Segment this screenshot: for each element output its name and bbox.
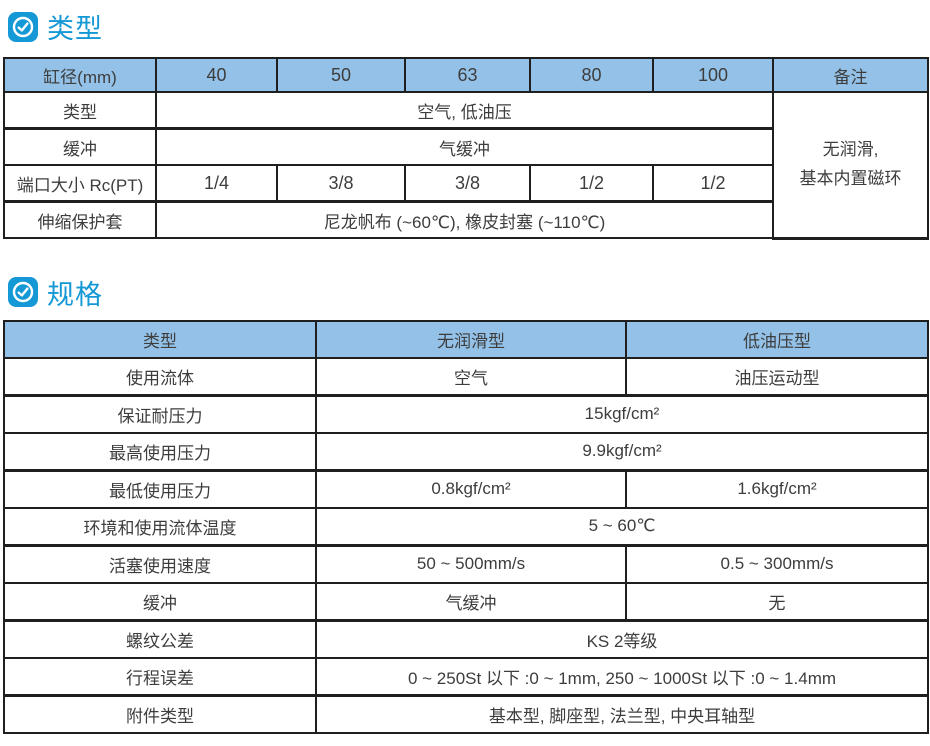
cell-port-50: 3/8	[276, 164, 406, 203]
section-header-type: 类型	[0, 0, 930, 46]
cell-port-80: 1/2	[529, 164, 654, 203]
table-row-stroke-tolerance: 行程误差 0 ~ 250St 以下 :0 ~ 1mm, 250 ~ 1000St…	[3, 656, 929, 697]
cell-type-value: 空气, 低油压	[155, 91, 774, 130]
cell-mounting-type: 基本型, 脚座型, 法兰型, 中央耳轴型	[315, 694, 929, 734]
column-header-low-hydraulic: 低油压型	[625, 319, 929, 359]
type-table: 缸径(mm) 40 50 63 80 100 备注 类型 空气, 低油压 无润滑…	[3, 57, 929, 240]
cell-speed-low-hydraulic: 0.5 ~ 300mm/s	[625, 544, 929, 584]
remark-line-1: 无润滑,	[822, 139, 879, 159]
row-label-cushion: 缓冲	[3, 127, 157, 166]
table-row-fluid: 使用流体 空气 油压运动型	[3, 356, 929, 397]
row-label-proof-pressure: 保证耐压力	[3, 394, 317, 434]
check-circle-icon	[8, 11, 38, 42]
cell-max-pressure: 9.9kgf/cm²	[315, 431, 929, 472]
spec-table-header-row: 类型 无润滑型 低油压型	[3, 319, 929, 359]
column-header-40: 40	[155, 57, 278, 93]
table-row-max-pressure: 最高使用压力 9.9kgf/cm²	[3, 431, 929, 472]
column-header-50: 50	[276, 57, 406, 93]
cell-cushion-non-lube: 气缓冲	[315, 581, 627, 622]
table-row-cushion: 缓冲 气缓冲 无	[3, 581, 929, 622]
table-row-type: 类型 空气, 低油压 无润滑, 基本内置磁环	[3, 91, 929, 240]
section-title-type: 类型	[47, 14, 103, 44]
row-label-max-pressure: 最高使用压力	[3, 431, 317, 472]
cell-port-63: 3/8	[404, 164, 531, 203]
cell-min-pressure-low-hydraulic: 1.6kgf/cm²	[625, 469, 929, 509]
row-label-type: 类型	[3, 91, 157, 130]
cell-stroke-tolerance: 0 ~ 250St 以下 :0 ~ 1mm, 250 ~ 1000St 以下 :…	[315, 656, 929, 697]
table-row-boot: 伸缩保护套 尼龙帆布 (~60℃), 橡皮封塞 (~110℃)	[3, 200, 928, 239]
remark-line-2: 基本内置磁环	[799, 168, 902, 188]
row-label-thread-tolerance: 螺纹公差	[3, 619, 317, 659]
column-header-non-lube: 无润滑型	[315, 319, 627, 359]
table-row-port-size: 端口大小 Rc(PT) 1/4 3/8 3/8 1/2 1/2	[3, 164, 928, 203]
table-row-temperature: 环境和使用流体温度 5 ~ 60℃	[3, 506, 929, 547]
cell-min-pressure-non-lube: 0.8kgf/cm²	[315, 469, 627, 509]
row-label-mounting-type: 附件类型	[3, 694, 317, 734]
column-header-bore: 缸径(mm)	[3, 57, 157, 93]
row-label-stroke-tolerance: 行程误差	[3, 656, 317, 697]
cell-cushion-value: 气缓冲	[155, 127, 774, 166]
type-table-header-row: 缸径(mm) 40 50 63 80 100 备注	[3, 57, 929, 93]
row-label-boot: 伸缩保护套	[3, 200, 157, 239]
row-label-piston-speed: 活塞使用速度	[3, 544, 317, 584]
row-label-min-pressure: 最低使用压力	[3, 469, 317, 509]
table-row-min-pressure: 最低使用压力 0.8kgf/cm² 1.6kgf/cm²	[3, 469, 929, 509]
column-header-80: 80	[529, 57, 654, 93]
column-header-remark: 备注	[772, 57, 929, 93]
column-header-type: 类型	[3, 319, 317, 359]
row-label-port-size: 端口大小 Rc(PT)	[3, 164, 157, 203]
table-row-cushion: 缓冲 气缓冲	[3, 127, 928, 166]
cell-thread-tolerance: KS 2等级	[315, 619, 929, 659]
row-label-cushion: 缓冲	[3, 581, 317, 622]
table-row-proof-pressure: 保证耐压力 15kgf/cm²	[3, 394, 929, 434]
cell-boot-value: 尼龙帆布 (~60℃), 橡皮封塞 (~110℃)	[155, 200, 774, 239]
check-circle-icon	[8, 277, 38, 307]
cell-fluid-low-hydraulic: 油压运动型	[625, 356, 929, 397]
cell-port-40: 1/4	[155, 164, 278, 203]
table-row-mounting-type: 附件类型 基本型, 脚座型, 法兰型, 中央耳轴型	[3, 694, 929, 734]
spec-table: 类型 无润滑型 低油压型 使用流体 空气 油压运动型 保证耐压力 15kgf/c…	[3, 319, 929, 734]
cell-cushion-low-hydraulic: 无	[625, 581, 929, 622]
table-row-thread-tolerance: 螺纹公差 KS 2等级	[3, 619, 929, 659]
column-header-100: 100	[652, 57, 774, 93]
cell-proof-pressure: 15kgf/cm²	[315, 394, 929, 434]
cell-speed-non-lube: 50 ~ 500mm/s	[315, 544, 627, 584]
cell-fluid-non-lube: 空气	[315, 356, 627, 397]
row-label-temperature: 环境和使用流体温度	[3, 506, 317, 547]
row-label-fluid: 使用流体	[3, 356, 317, 397]
cell-remark: 无润滑, 基本内置磁环	[772, 91, 929, 240]
cell-port-100: 1/2	[652, 164, 774, 203]
column-header-63: 63	[404, 57, 531, 93]
section-title-spec: 规格	[47, 279, 103, 310]
section-header-spec: 规格	[0, 273, 930, 312]
table-row-piston-speed: 活塞使用速度 50 ~ 500mm/s 0.5 ~ 300mm/s	[3, 544, 929, 584]
cell-temperature: 5 ~ 60℃	[315, 506, 929, 547]
